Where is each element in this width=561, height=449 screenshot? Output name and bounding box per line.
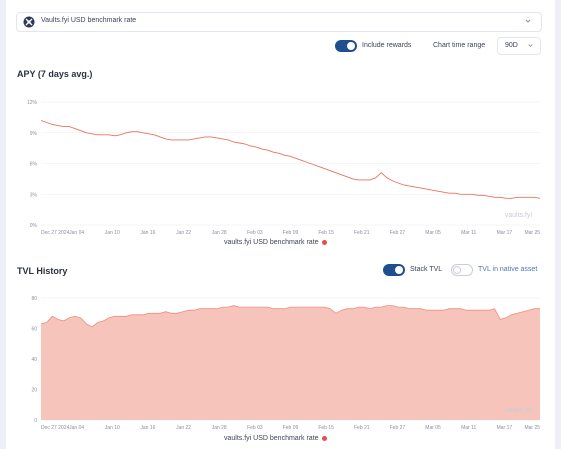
chevron-down-icon — [525, 19, 531, 23]
tvl-legend-label: vaults.fyi USD benchmark rate — [224, 435, 319, 442]
vault-selector-label: Vaults.fyi USD benchmark rate — [41, 17, 137, 24]
vaults-logo-icon — [23, 16, 35, 28]
apy-legend-label: vaults.fyi USD benchmark rate — [224, 239, 319, 246]
include-rewards-label: Include rewards — [362, 42, 412, 49]
tvl-chart-title: TVL History — [17, 266, 68, 276]
tvl-legend[interactable]: vaults.fyi USD benchmark rate — [224, 435, 327, 442]
native-asset-toggle[interactable] — [451, 264, 473, 276]
legend-dot — [321, 435, 327, 441]
vault-card — [6, 0, 555, 449]
stack-tvl-toggle[interactable] — [383, 264, 405, 276]
chart-time-range-label: Chart time range — [433, 42, 486, 49]
legend-dot — [321, 239, 327, 245]
apy-chart-title: APY (7 days avg.) — [17, 69, 93, 79]
native-asset-label: TVL in native asset — [478, 266, 538, 273]
vault-selector[interactable]: Vaults.fyi USD benchmark rate — [16, 12, 542, 32]
time-range-value: 90D — [505, 42, 518, 49]
include-rewards-toggle[interactable] — [335, 40, 357, 52]
chevron-down-icon — [528, 44, 533, 48]
stack-tvl-label: Stack TVL — [410, 266, 443, 273]
apy-legend[interactable]: vaults.fyi USD benchmark rate — [224, 239, 327, 246]
time-range-select[interactable]: 90D — [497, 37, 541, 55]
